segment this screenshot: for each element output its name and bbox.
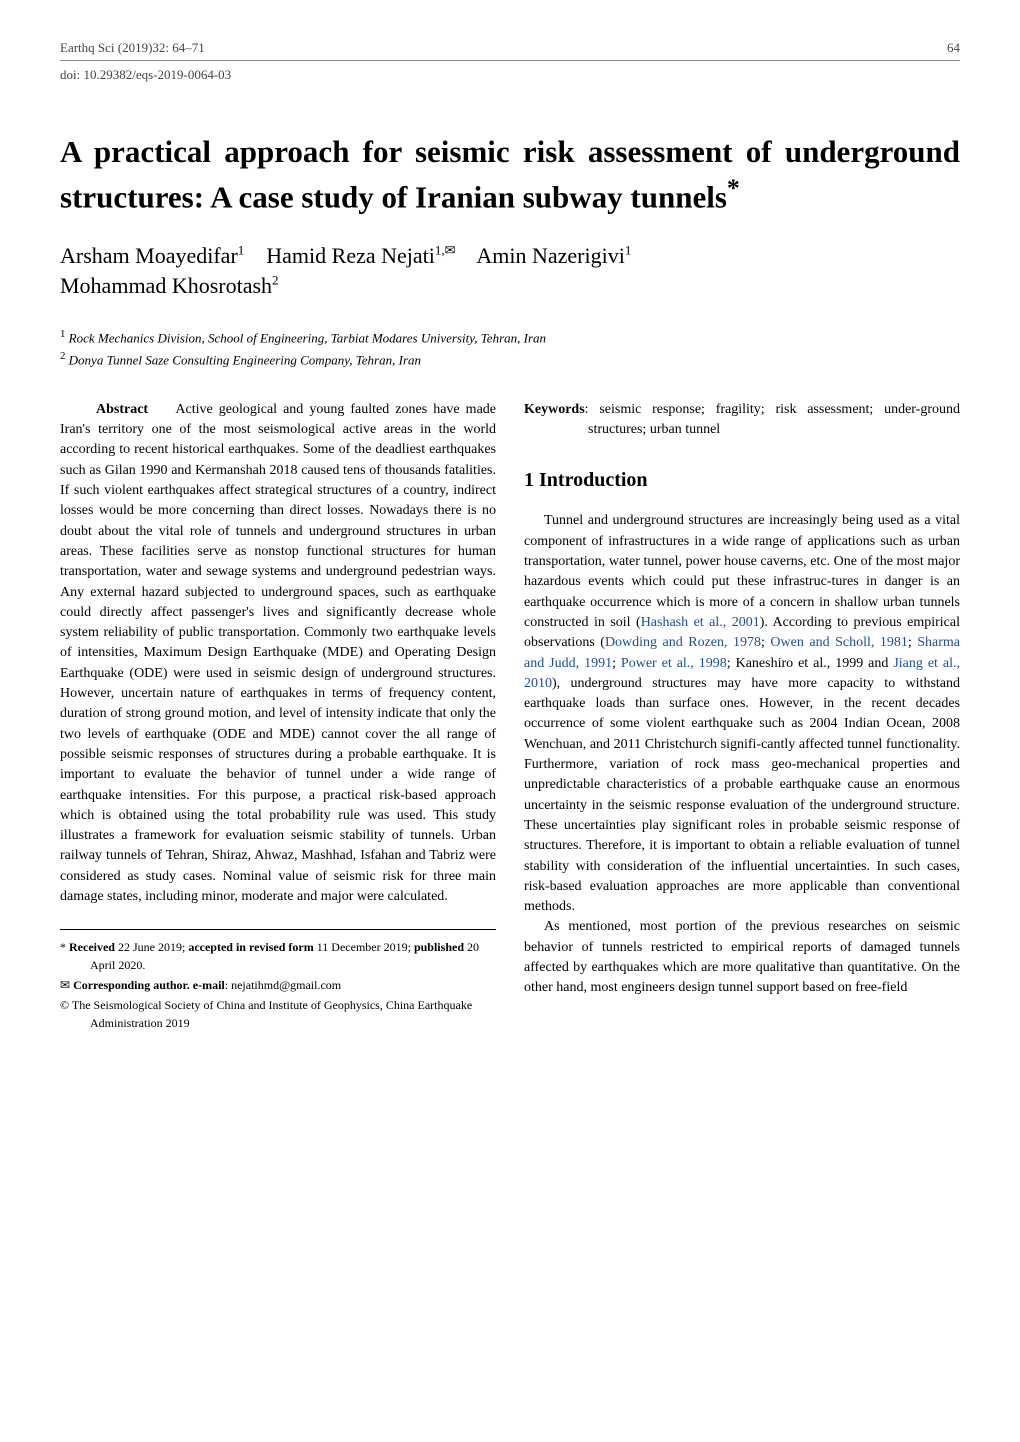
- citation: Owen and Scholl, 1981: [770, 635, 907, 650]
- affiliation-2-num: 2: [60, 350, 65, 362]
- author-4: Mohammad Khosrotash: [60, 273, 272, 298]
- page-number: 64: [947, 40, 960, 56]
- affiliation-2-text: Donya Tunnel Saze Consulting Engineering…: [69, 352, 421, 367]
- citation: Dowding and Rozen, 1978: [605, 635, 761, 650]
- section-1-heading: 1 Introduction: [524, 466, 960, 495]
- title-text: A practical approach for seismic risk as…: [60, 134, 960, 214]
- abstract: Abstract Active geological and young fau…: [60, 400, 496, 907]
- left-column: Abstract Active geological and young fau…: [60, 400, 496, 1034]
- affiliations: 1 Rock Mechanics Division, School of Eng…: [60, 326, 960, 370]
- author-list: Arsham Moayedifar1 Hamid Reza Nejati1,✉ …: [60, 241, 960, 300]
- author-4-affil: 2: [272, 272, 279, 287]
- journal-ref: Earthq Sci (2019)32: 64–71: [60, 40, 205, 56]
- footnote-copyright: © The Seismological Society of China and…: [60, 996, 496, 1032]
- author-3: Amin Nazerigivi: [476, 243, 624, 268]
- keywords: Keywords: seismic response; fragility; r…: [524, 400, 960, 441]
- citation: Power et al., 1998: [621, 656, 727, 671]
- intro-paragraph-2: As mentioned, most portion of the previo…: [524, 917, 960, 998]
- citation: Hashash et al., 2001: [641, 615, 760, 630]
- affiliation-1: 1 Rock Mechanics Division, School of Eng…: [60, 326, 960, 348]
- author-1-affil: 1: [238, 243, 245, 258]
- section-1-body: Tunnel and underground structures are in…: [524, 511, 960, 998]
- abstract-text: Active geological and young faulted zone…: [60, 402, 496, 904]
- keywords-text: : seismic response; fragility; risk asse…: [585, 402, 960, 437]
- title-footnote-mark: *: [727, 173, 740, 202]
- footnote-received: * Received 22 June 2019; accepted in rev…: [60, 938, 496, 974]
- footnote-corresponding: ✉ Corresponding author. e-mail: nejatihm…: [60, 976, 496, 994]
- intro-paragraph-1: Tunnel and underground structures are in…: [524, 511, 960, 917]
- author-2: Hamid Reza Nejati: [266, 243, 435, 268]
- affiliation-2: 2 Donya Tunnel Saze Consulting Engineeri…: [60, 348, 960, 370]
- article-title: A practical approach for seismic risk as…: [60, 133, 960, 217]
- keywords-label: Keywords: [524, 402, 585, 417]
- right-column: Keywords: seismic response; fragility; r…: [524, 400, 960, 1034]
- doi: doi: 10.29382/eqs-2019-0064-03: [60, 67, 960, 83]
- affiliation-1-num: 1: [60, 328, 65, 340]
- affiliation-1-text: Rock Mechanics Division, School of Engin…: [69, 331, 546, 346]
- two-column-body: Abstract Active geological and young fau…: [60, 400, 960, 1034]
- author-3-affil: 1: [625, 243, 632, 258]
- mail-icon: ✉: [60, 978, 73, 992]
- author-2-affil: 1,✉: [435, 243, 456, 258]
- author-1: Arsham Moayedifar: [60, 243, 238, 268]
- abstract-label: Abstract: [96, 402, 148, 417]
- footnotes: * Received 22 June 2019; accepted in rev…: [60, 929, 496, 1032]
- running-header: Earthq Sci (2019)32: 64–71 64: [60, 40, 960, 61]
